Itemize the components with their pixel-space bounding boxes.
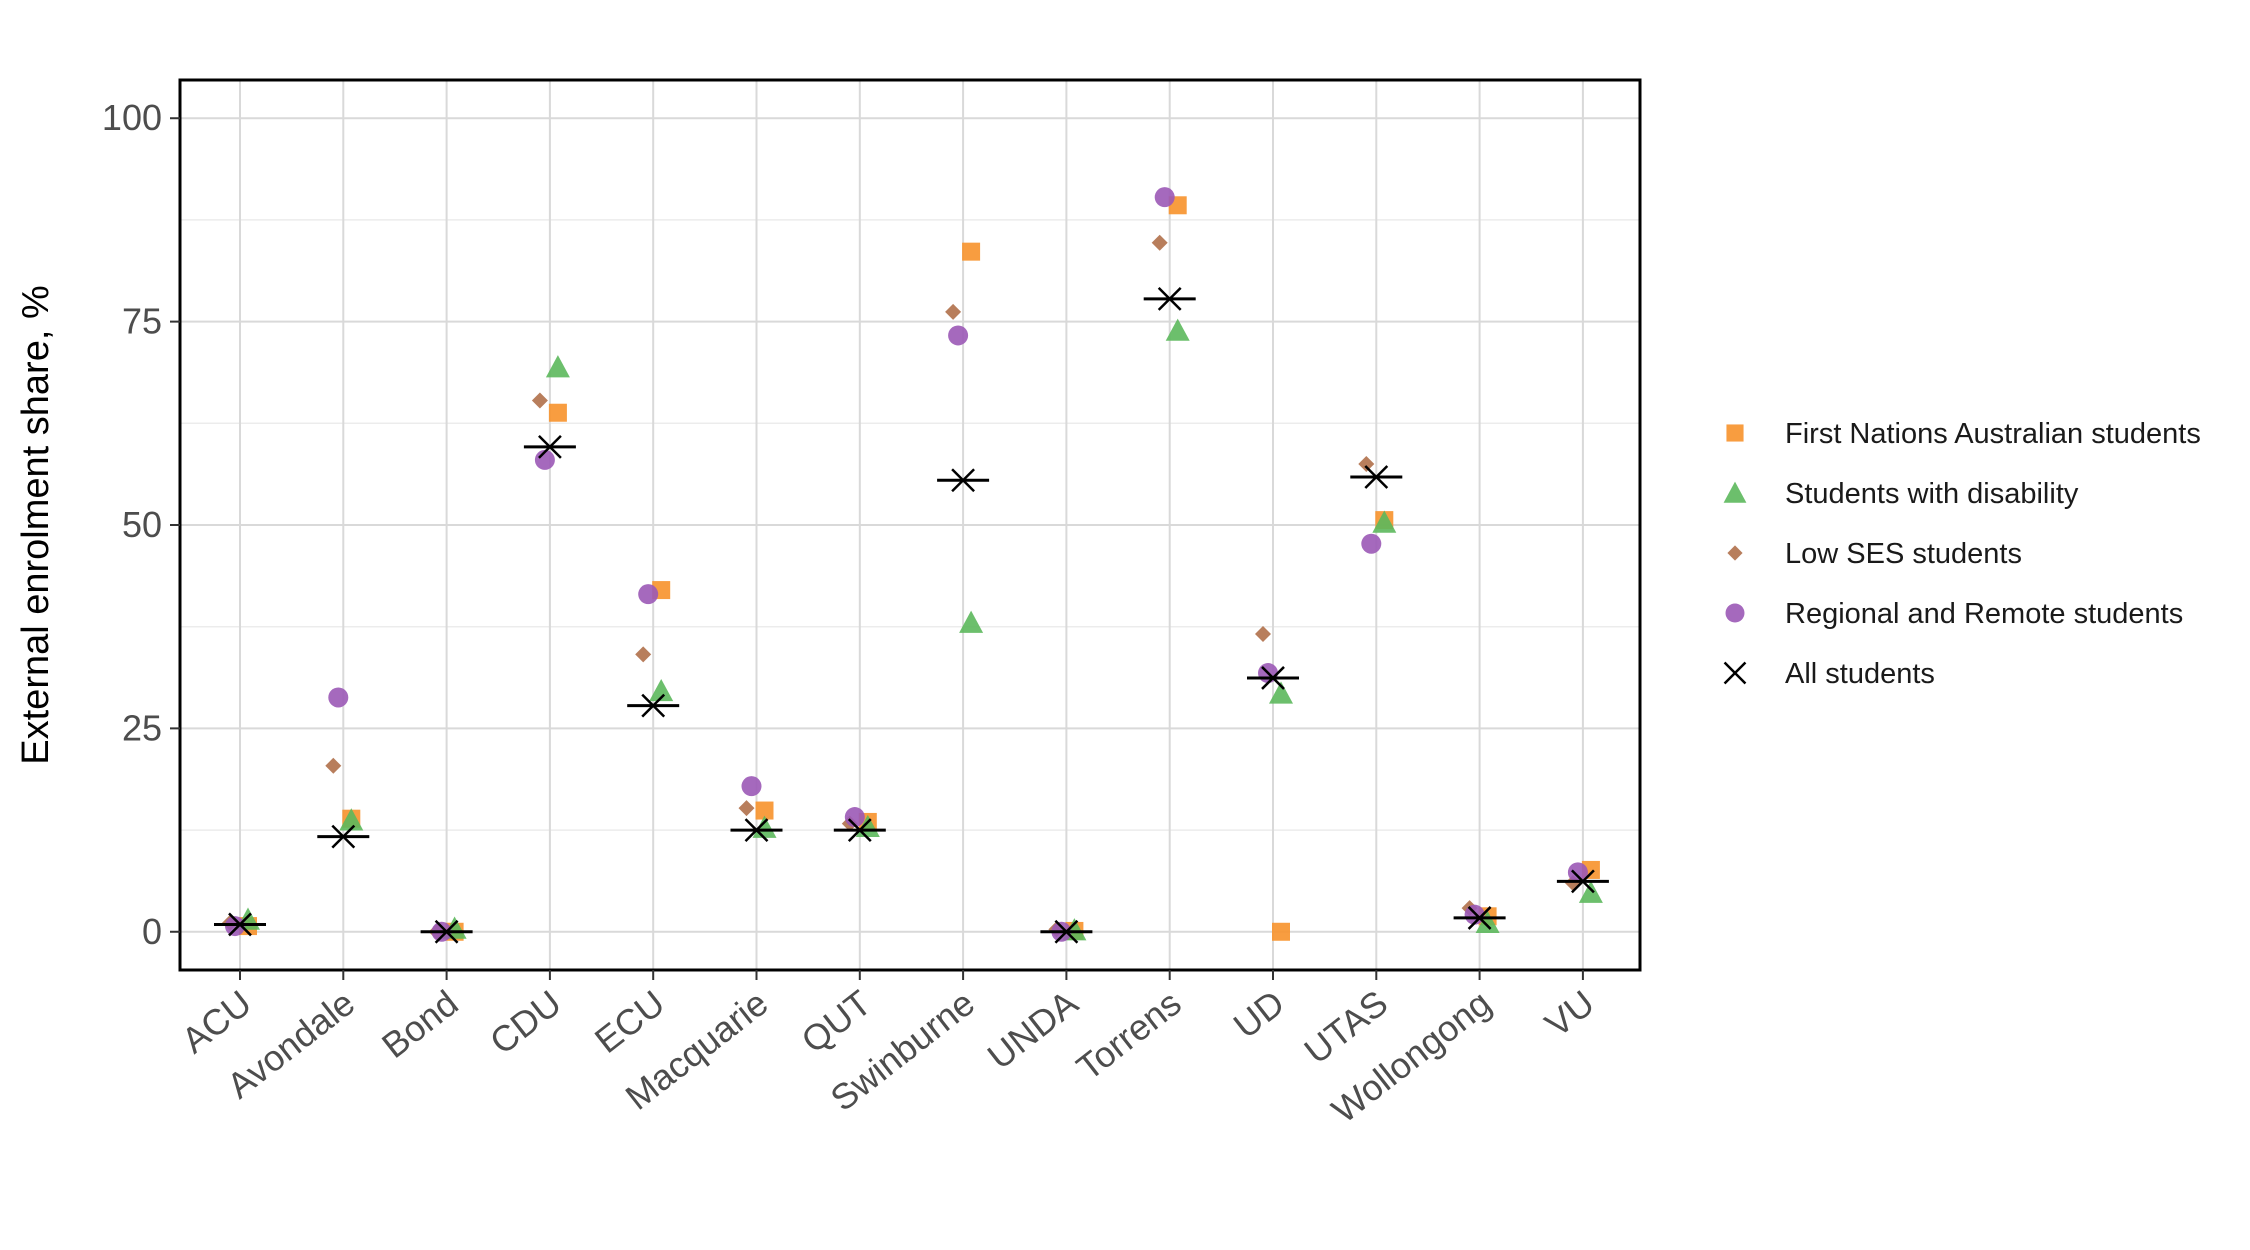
y-tick-label: 100 — [102, 97, 162, 138]
legend-key-triangle — [1723, 481, 1747, 503]
data-point-circle — [1154, 187, 1175, 208]
data-point-all-students — [538, 435, 562, 459]
data-point-all-students — [1157, 286, 1182, 311]
data-point-all-students — [1261, 666, 1285, 690]
legend-label: All students — [1785, 658, 1935, 690]
legend-label: Students with disability — [1785, 478, 2079, 510]
data-point-diamond — [635, 646, 652, 663]
data-point-diamond — [945, 303, 962, 320]
data-point-triangle — [649, 678, 674, 702]
data-point-circle — [844, 807, 865, 828]
data-point-triangle — [1165, 318, 1190, 341]
y-tick-label: 50 — [122, 504, 162, 545]
data-point-all-students — [744, 818, 769, 842]
legend-key-x — [1723, 661, 1747, 685]
data-point-all-students — [1364, 465, 1389, 489]
legend-label: Low SES students — [1785, 538, 2022, 570]
legend-key-square — [1726, 424, 1744, 442]
y-tick-label: 25 — [122, 707, 162, 748]
y-axis-title: External enrolment share, % — [15, 285, 57, 764]
data-point-circle — [948, 325, 969, 346]
data-point-circle — [328, 687, 349, 708]
data-point-all-students — [1571, 869, 1595, 894]
data-point-circle — [225, 916, 245, 937]
data-point-square — [755, 801, 774, 820]
data-point-all-students — [331, 824, 356, 849]
data-point-triangle — [545, 355, 570, 378]
data-point-circle — [1361, 533, 1382, 554]
data-point-square — [1272, 922, 1290, 941]
data-point-all-students — [641, 693, 666, 718]
data-point-square — [548, 403, 567, 422]
data-point-triangle — [1578, 880, 1603, 903]
data-point-circle — [1567, 862, 1588, 883]
data-point-triangle — [339, 808, 364, 831]
data-point-diamond — [1255, 626, 1271, 643]
data-markers — [214, 187, 1609, 944]
data-point-square — [962, 242, 981, 261]
data-point-triangle — [1372, 510, 1397, 533]
data-point-all-students — [847, 818, 872, 842]
data-point-triangle — [1475, 910, 1500, 934]
data-point-circle — [638, 584, 659, 605]
legend: First Nations Australian students Student… — [1723, 418, 2201, 690]
y-tick-label: 0 — [142, 911, 162, 952]
data-point-triangle — [959, 610, 984, 633]
data-point-diamond — [1358, 455, 1375, 472]
data-point-diamond — [531, 392, 548, 409]
legend-label: Regional and Remote students — [1785, 598, 2183, 630]
data-point-triangle — [1269, 681, 1293, 704]
legend-key-diamond — [1727, 545, 1743, 561]
legend-key-circle — [1725, 603, 1745, 623]
data-point-diamond — [1151, 234, 1168, 251]
data-point-all-students — [1467, 906, 1492, 930]
data-point-all-students — [951, 468, 975, 493]
data-point-circle — [741, 776, 762, 797]
data-point-all-students — [1054, 919, 1079, 944]
legend-label: First Nations Australian students — [1785, 418, 2201, 450]
data-point-diamond — [738, 800, 755, 817]
data-point-diamond — [325, 757, 342, 774]
y-axis-ticks: 0 25 50 75 100 — [102, 97, 180, 952]
y-tick-label: 75 — [122, 301, 162, 342]
data-point-all-students — [228, 912, 252, 937]
data-point-circle — [534, 449, 555, 470]
data-point-all-students — [434, 919, 459, 944]
